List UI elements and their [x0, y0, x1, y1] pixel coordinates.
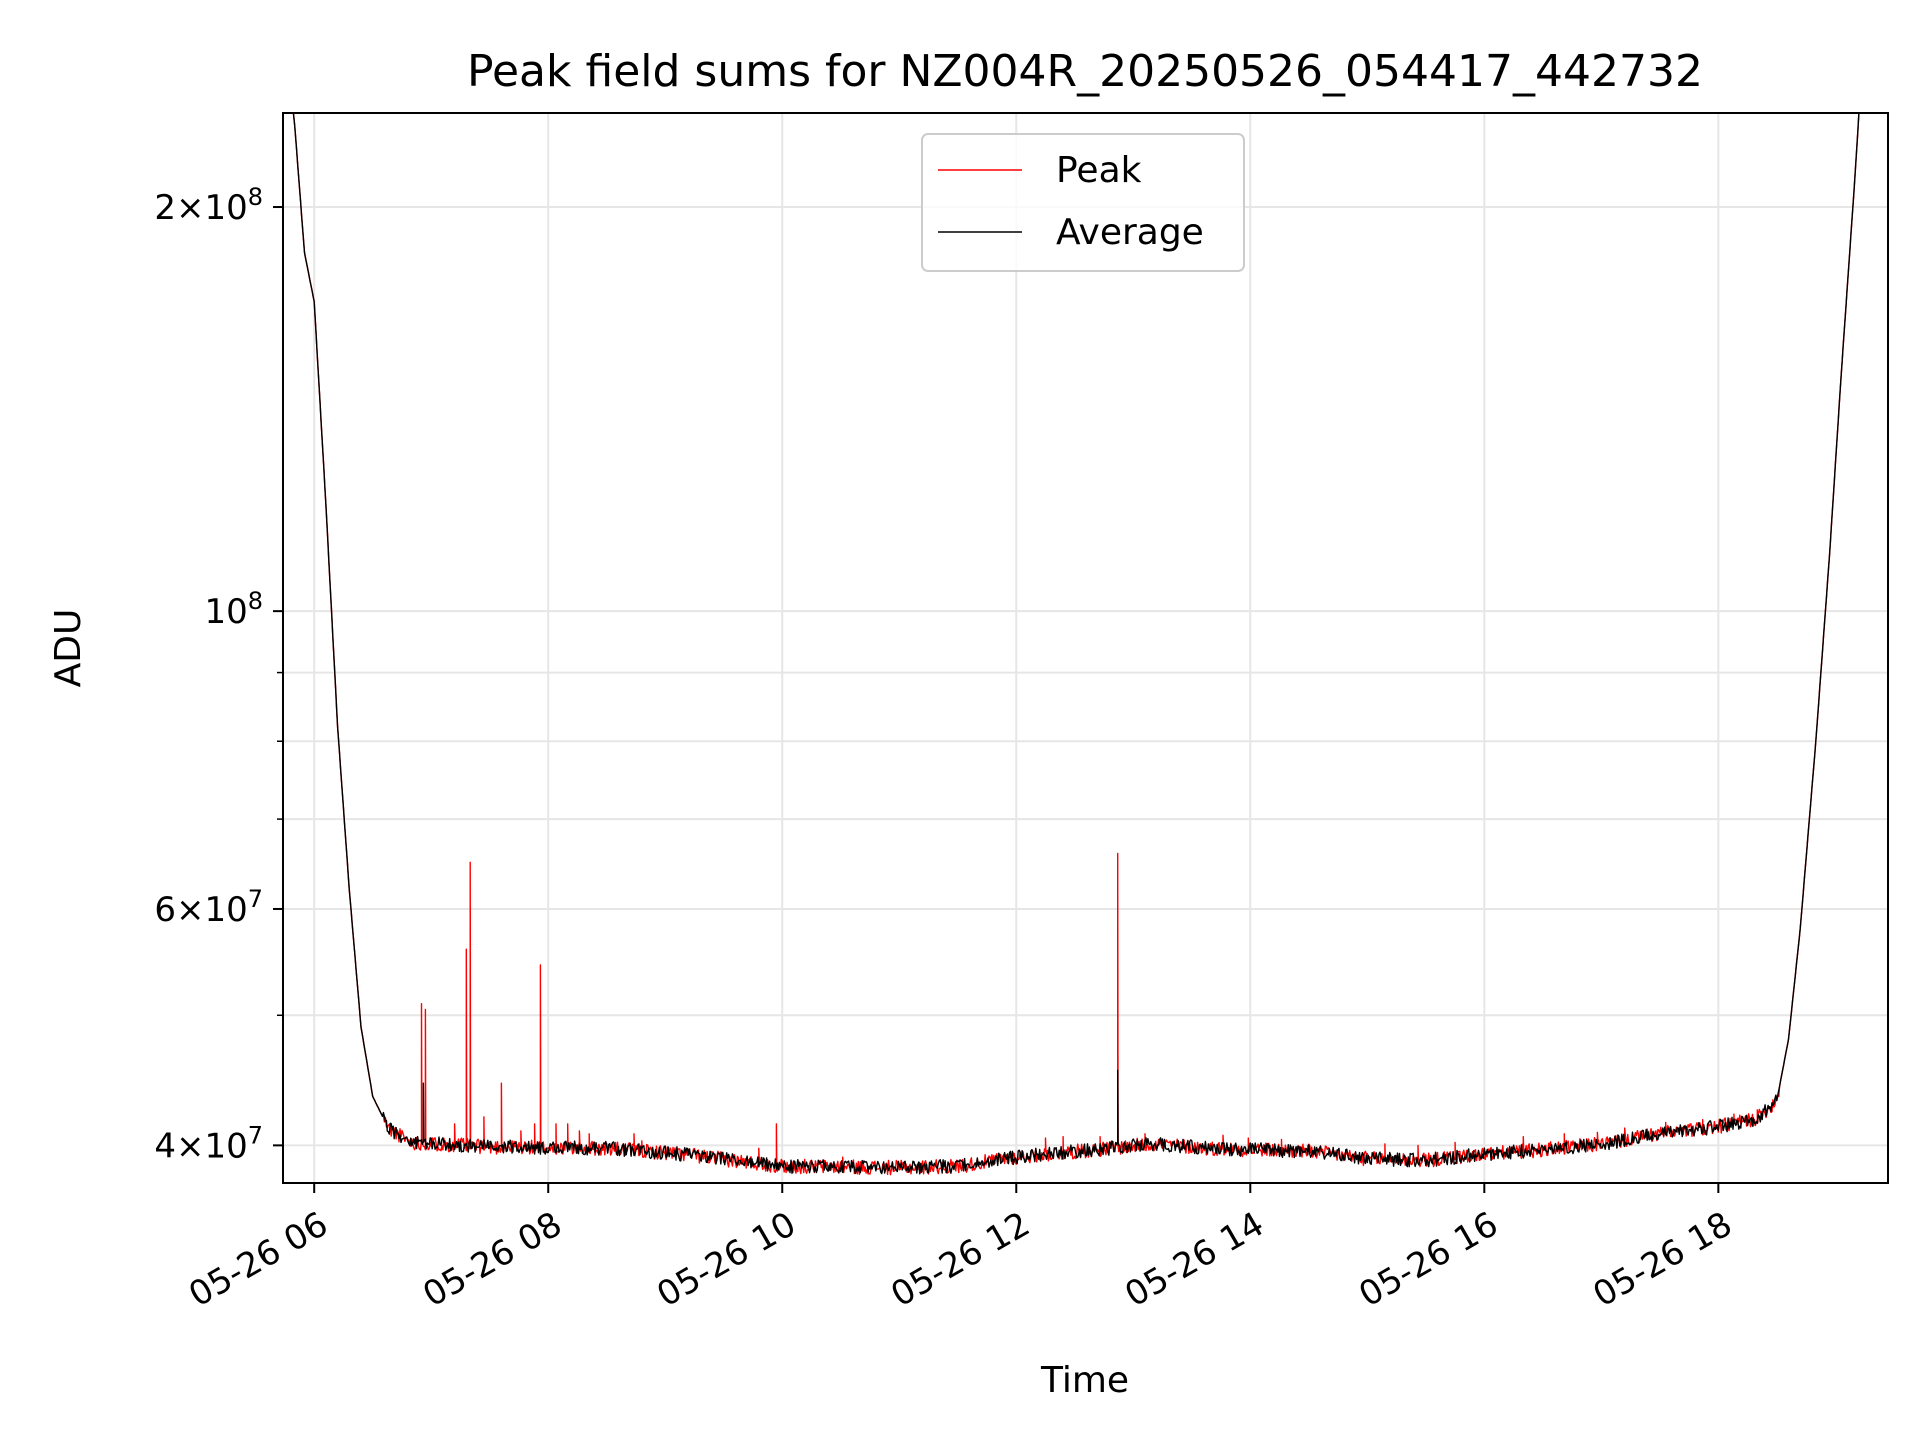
plot-frame: [282, 112, 1889, 1184]
series-layer: [292, 113, 1860, 1176]
legend: Peak Average: [921, 133, 1245, 272]
legend-label-peak: Peak: [1056, 150, 1142, 191]
legend-box: [921, 133, 1245, 272]
y-tick-label: 2×108: [154, 183, 263, 228]
y-tick-label: 6×107: [154, 885, 263, 930]
y-axis-label: ADU: [48, 609, 89, 688]
legend-label-average: Average: [1056, 212, 1204, 253]
y-tick-label: 108: [204, 587, 263, 632]
chart-title: Peak field sums for NZ004R_20250526_0544…: [467, 46, 1703, 97]
series-line-average: [292, 113, 1860, 1175]
y-tick-label: 4×107: [154, 1121, 263, 1166]
x-axis-label: Time: [1040, 1360, 1129, 1401]
